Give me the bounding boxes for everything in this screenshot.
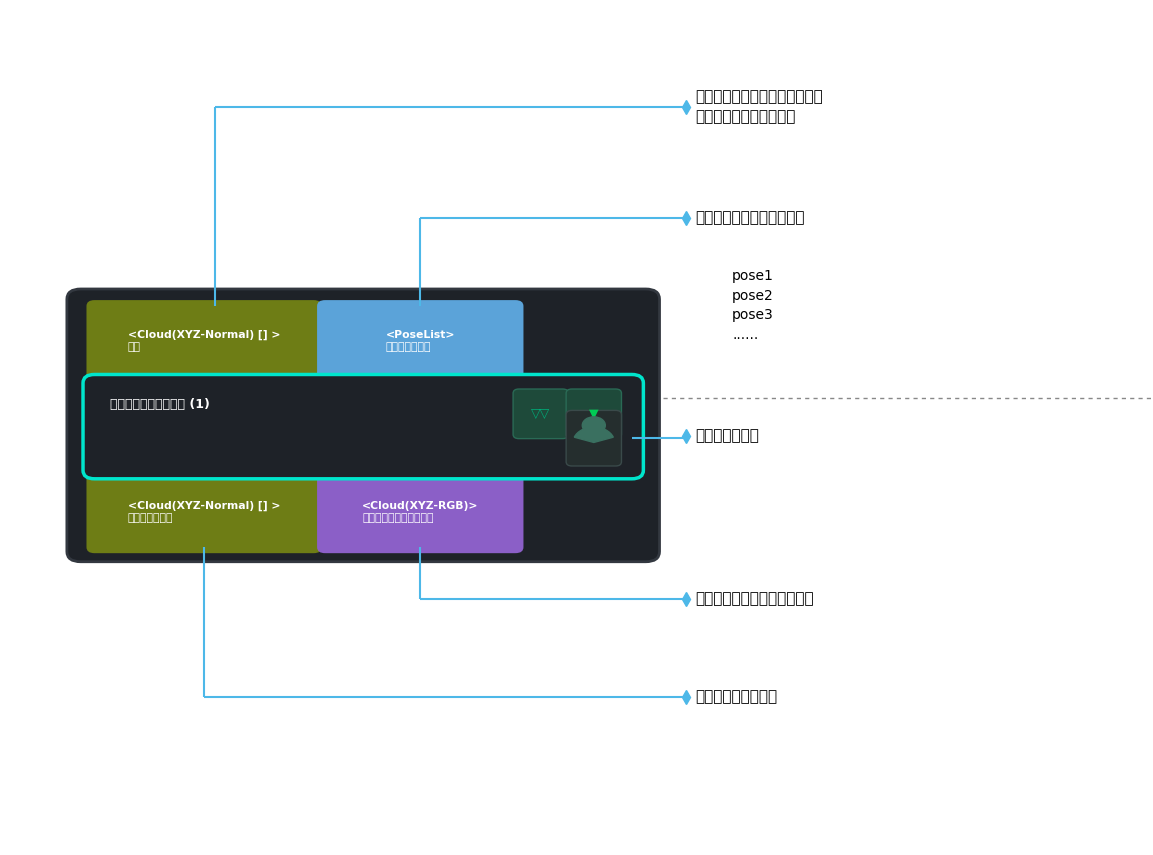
Wedge shape	[574, 427, 613, 443]
Text: ▼: ▼	[589, 407, 598, 421]
FancyBboxPatch shape	[86, 471, 322, 553]
Text: 円柱以内の点群を抽出 (1): 円柱以内の点群を抽出 (1)	[110, 398, 210, 411]
FancyBboxPatch shape	[317, 471, 523, 553]
Text: ▽▽: ▽▽	[532, 407, 550, 421]
Text: 出力された可視化カラー点群: 出力された可視化カラー点群	[695, 591, 814, 606]
FancyBboxPatch shape	[566, 389, 621, 439]
Text: 円柱内の点群リスト: 円柱内の点群リスト	[695, 689, 777, 705]
Text: 可視化出力結果: 可視化出力結果	[695, 428, 759, 444]
FancyBboxPatch shape	[513, 389, 568, 439]
FancyBboxPatch shape	[86, 300, 322, 382]
FancyBboxPatch shape	[67, 289, 660, 562]
Text: <PoseList>
円柱の位置姿勢: <PoseList> 円柱の位置姿勢	[385, 330, 455, 352]
Text: <Cloud(XYZ-RGB)>
可視化されたカラー点群: <Cloud(XYZ-RGB)> 可視化されたカラー点群	[362, 501, 478, 523]
Circle shape	[582, 416, 605, 433]
FancyBboxPatch shape	[566, 410, 621, 466]
Text: このポートに入力された点群に
は、点が抄出されなます: このポートに入力された点群に は、点が抄出されなます	[695, 90, 823, 124]
Text: 円柱の中心位置姿勢リスト: 円柱の中心位置姿勢リスト	[695, 210, 805, 226]
FancyBboxPatch shape	[317, 300, 523, 382]
Text: <Cloud(XYZ-Normal) [] >
点群: <Cloud(XYZ-Normal) [] > 点群	[128, 330, 280, 352]
Text: <Cloud(XYZ-Normal) [] >
抽出された点群: <Cloud(XYZ-Normal) [] > 抽出された点群	[128, 501, 280, 523]
FancyBboxPatch shape	[83, 374, 643, 479]
Text: pose1
pose2
pose3
......: pose1 pose2 pose3 ......	[732, 269, 774, 342]
